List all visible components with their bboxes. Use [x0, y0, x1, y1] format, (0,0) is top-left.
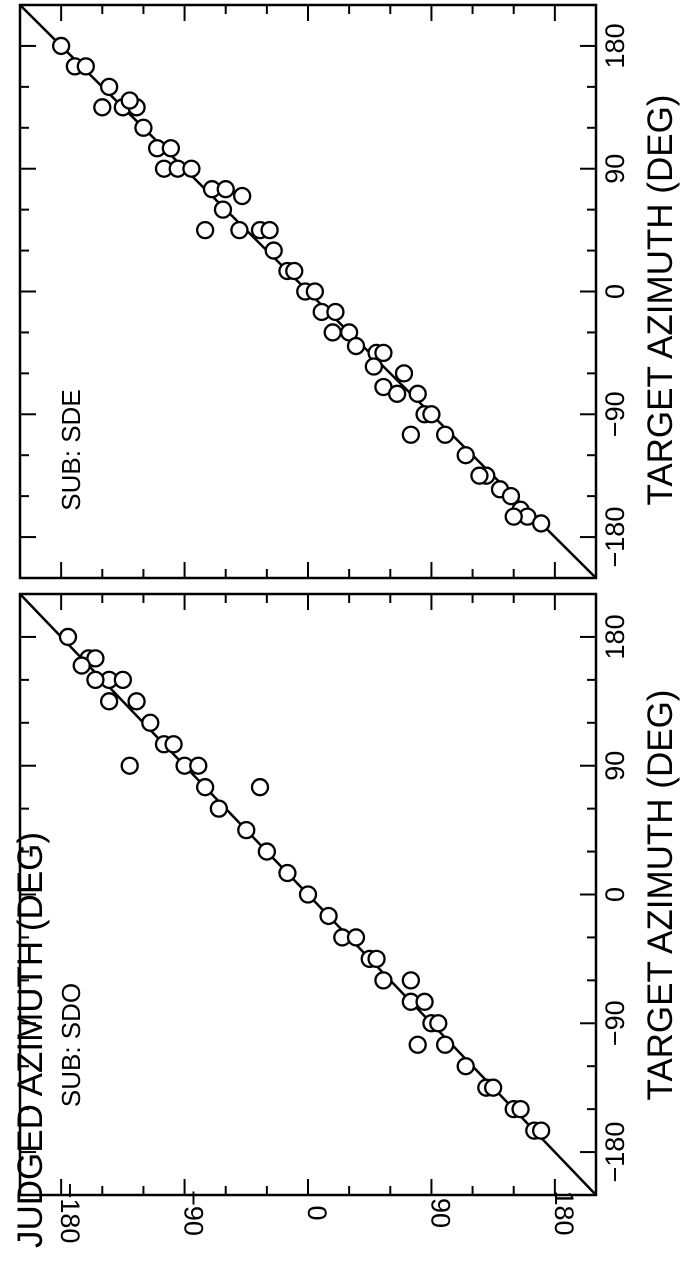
panel-sdo-data-point — [278, 863, 297, 883]
panel-sdo-data-point — [164, 735, 183, 754]
panel-sdo-data-point — [141, 713, 160, 732]
panel-sdo-data-point — [408, 1035, 427, 1054]
panel-sde-x-tick-label: 0 — [600, 284, 630, 299]
panel-sde-data-point — [230, 220, 249, 240]
panel-sdo-data-point — [99, 692, 119, 711]
panel-sdo-x-tick-label: −180 — [600, 1122, 630, 1183]
panel-sde-data-point — [76, 57, 95, 76]
panel-sdo-data-point — [257, 842, 277, 861]
panel-sdo: −180 −90 0 90 180 180 90 0 −90 −180 SUB: SDO TARG… — [18, 592, 680, 1244]
panel-sdo-data-point — [367, 949, 386, 969]
panel-sdo-data-point — [86, 649, 105, 668]
panel-sde-data-point — [394, 364, 414, 383]
panel-sde-data-point — [504, 507, 523, 526]
panel-sdo-y-tick-label: −90 — [179, 1190, 209, 1236]
panel-sdo-data-point — [298, 885, 318, 904]
panel-sde-x-tick-label: −180 — [600, 507, 630, 568]
panel-sde-data-point — [233, 186, 252, 206]
panel-sde-data-point — [161, 139, 181, 158]
panel-sdo-data-point — [189, 756, 208, 775]
panel-sde-data-point — [182, 159, 201, 178]
panel-sde-data-point — [93, 98, 112, 117]
panel-sdo-data-point — [429, 1014, 448, 1033]
panel-sdo-data-point — [113, 670, 133, 690]
panel-sdo-y-tick-label: 0 — [302, 1205, 332, 1220]
panel-sdo-data-point — [72, 656, 91, 675]
panel-sdo-data-point — [435, 1035, 455, 1054]
panel-sde-marks: −180 −90 0 90 180 — [18, 3, 630, 580]
panel-sdo-y-tick-label: 90 — [425, 1198, 455, 1228]
panel-sdo-x-axis-title: TARGET AZIMUTH (DEG) — [641, 690, 680, 1101]
y-axis-title: JUDGED AZIMUTH (DEG) — [11, 832, 50, 1248]
panel-sde-data-point — [501, 486, 521, 506]
panel-sde-data-point — [305, 282, 325, 301]
panel-sdo-data-point — [127, 692, 146, 711]
panel-sde-data-point — [99, 77, 119, 97]
panel-sdo-data-point — [415, 992, 434, 1011]
panel-sdo-data-point — [209, 799, 229, 818]
panel-sde-data-point — [326, 302, 345, 322]
panel-sde-data-point — [374, 343, 393, 363]
panel-sdo-data-point — [346, 928, 366, 947]
panel-sde-data-point — [470, 466, 489, 485]
panel-sdo-x-tick-label: −90 — [600, 1000, 630, 1046]
panel-sde-data-point — [216, 180, 235, 199]
panel-sde-data-point — [387, 384, 407, 403]
panel-sdo-label: SUB: SDO — [56, 983, 86, 1107]
panel-sdo-data-point — [531, 1121, 551, 1140]
panel-sdo-data-point — [483, 1078, 503, 1097]
panel-sdo-y-tick-label: 180 — [549, 1190, 579, 1235]
panel-sdo-data-point — [511, 1099, 530, 1119]
panel-sde-x-axis-title: TARGET AZIMUTH (DEG) — [641, 95, 680, 506]
panel-sdo-data-point — [319, 906, 338, 926]
panel-sde-data-point — [435, 425, 455, 444]
panel-sde-data-point — [323, 323, 342, 342]
panel-sdo-data-point — [58, 627, 78, 647]
panel-sde-data-point — [531, 514, 551, 533]
panel-sde-data-point — [422, 405, 441, 424]
panel-sde-data-point — [346, 336, 366, 356]
panel-sde-data-point — [285, 261, 304, 281]
panel-sde-x-tick-label: 90 — [600, 154, 630, 184]
panel-sdo-data-point — [195, 778, 215, 797]
panel-sde-data-point — [264, 241, 283, 260]
panel-sdo-data-point — [250, 778, 270, 797]
panel-sdo-marks: −180 −90 0 90 180 180 90 0 −90 −180 — [18, 592, 630, 1244]
panel-sdo-data-point — [86, 670, 105, 690]
panel-sde-data-point — [120, 91, 139, 110]
panel-sdo-data-point — [120, 756, 139, 775]
panel-sdo-data-point — [374, 971, 393, 990]
panel-sde: −180 −90 0 90 180 SUB: SDE TARGET AZIMUTH (D… — [18, 3, 680, 580]
panel-sde-data-point — [195, 220, 215, 240]
panel-sde-data-point — [401, 425, 421, 444]
panel-sde-data-point — [408, 384, 427, 403]
panel-sdo-x-tick-label: 90 — [600, 751, 630, 781]
panel-sdo-x-tick-label: 0 — [600, 887, 630, 902]
panel-sde-x-tick-label: −90 — [600, 391, 630, 437]
panel-sdo-data-point — [401, 971, 421, 990]
panel-sde-data-point — [134, 118, 153, 137]
panel-sde-x-tick-label: 180 — [600, 23, 630, 68]
panel-sde-data-point — [364, 357, 383, 376]
panel-sdo-data-point — [237, 820, 256, 840]
panel-sde-data-point — [51, 36, 71, 56]
panel-sdo-x-tick-label: 180 — [600, 614, 630, 659]
panel-sdo-y-tick-label: −180 — [55, 1183, 85, 1244]
panel-sdo-data-point — [456, 1057, 475, 1076]
panel-sde-data-point — [456, 446, 475, 465]
panel-sde-label: SUB: SDE — [56, 389, 86, 510]
panel-sde-data-point — [213, 200, 233, 219]
panel-sde-data-point — [260, 220, 279, 240]
